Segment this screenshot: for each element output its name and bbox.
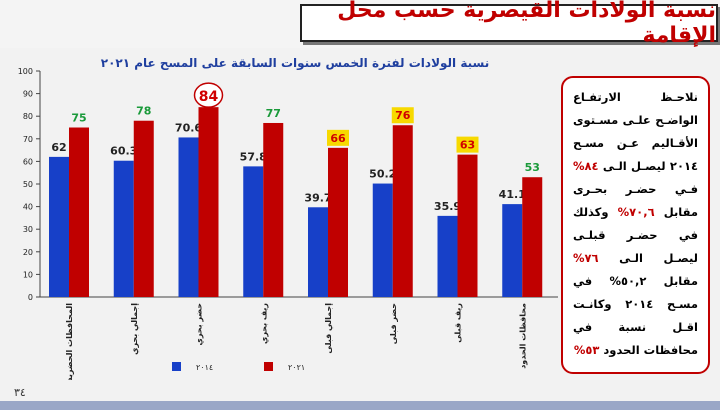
y-tick-label: 60 <box>23 157 33 166</box>
notes-text-2: فـي حضـر بحـرى مقابل <box>573 182 698 219</box>
y-tick-label: 40 <box>23 203 33 212</box>
legend-swatch <box>264 362 273 371</box>
notes-highlight-4: ٥٣% <box>573 343 600 357</box>
data-label-2014: 62 <box>51 141 66 154</box>
y-tick-label: 70 <box>23 135 33 144</box>
notes-highlight-3: ٧٦% <box>573 251 599 265</box>
data-label-2021: 84 <box>199 89 219 105</box>
category-label: ريف بحري <box>259 303 268 344</box>
y-tick-label: 50 <box>23 180 33 189</box>
bar-2014 <box>178 137 199 297</box>
slide-title: نسبة الولادات القيصرية حسب محل الإقامة <box>300 0 718 48</box>
data-label-2014: 41.1 <box>499 188 526 201</box>
notes-highlight-2: ٧٠,٦% <box>617 205 655 219</box>
notes-text-4: مقابل ٥٠,٢% في مسـح ٢٠١٤ وكانـت اقـل نسب… <box>573 274 698 357</box>
bar-2014 <box>437 215 458 297</box>
y-tick-label: 30 <box>23 225 33 234</box>
bar-2021 <box>522 177 543 297</box>
y-tick-label: 10 <box>23 270 33 279</box>
data-label-highlight-box <box>391 107 414 124</box>
chart-title: نسبة الولادات لفترة الخمس سنوات السابقة … <box>100 56 490 70</box>
y-tick-label: 20 <box>23 248 33 257</box>
bar-2021 <box>457 154 478 297</box>
bar-2021 <box>198 107 219 297</box>
bar-2021 <box>69 127 89 297</box>
bar-2021 <box>392 125 413 298</box>
data-label-2014: 60.3 <box>110 145 137 158</box>
bar-2014 <box>49 156 69 297</box>
data-label-2021: 53 <box>525 161 540 174</box>
y-tick-label: 0 <box>28 293 33 302</box>
data-label-2014: 70.6 <box>175 121 202 134</box>
data-label-2021: 77 <box>266 107 281 120</box>
category-label: إجمالي بحري <box>130 303 139 355</box>
notes-highlight-1: ٨٤% <box>573 159 599 173</box>
data-label-2014: 39.7 <box>304 191 331 204</box>
data-label-2021: 78 <box>136 105 151 118</box>
notes-text-1: نلاحـظ الارتفـاع الواضـح علـى مسـتوى الأ… <box>573 90 698 173</box>
bar-2014 <box>113 160 134 297</box>
bottom-rule <box>0 401 720 410</box>
data-label-highlight-box <box>327 129 349 146</box>
legend-label: ٢٠٢١ <box>288 363 305 372</box>
page-number: ٣٤ <box>14 386 26 399</box>
bar-2021 <box>133 120 154 297</box>
bar-2014 <box>243 166 264 297</box>
bar-chart: 0 10 20 30 40 50 60 70 80 90 100 62 75 المحافظات الحض… <box>18 67 558 380</box>
notes-box: نلاحـظ الارتفـاع الواضـح علـى مسـتوى الأ… <box>561 76 710 374</box>
bar-2021 <box>263 122 284 297</box>
data-label-2021: 63 <box>460 139 475 152</box>
y-tick-label: 80 <box>23 112 33 121</box>
data-label-2021: 75 <box>71 112 86 125</box>
legend-swatch <box>172 362 181 371</box>
data-label-2014: 50.2 <box>369 168 396 181</box>
bar-2014 <box>308 207 328 297</box>
category-label: المحافظات الحضرية <box>65 303 74 380</box>
notes-text-3: وكذلك في حضـر قبلـى ليصـل الـى <box>573 205 698 265</box>
bar-2014 <box>502 204 523 297</box>
legend-label: ٢٠١٤ <box>196 363 213 372</box>
data-label-2021: 76 <box>395 109 411 122</box>
category-label: حضر بحري <box>195 303 204 346</box>
category-label: إجمالي قبلى <box>324 303 333 354</box>
category-label: حضر قبلى <box>389 303 398 345</box>
data-label-2014: 35.9 <box>434 200 461 213</box>
bar-2021 <box>328 147 348 297</box>
y-tick-label: 100 <box>18 67 33 76</box>
bar-2014 <box>372 183 393 297</box>
data-label-2014: 57.8 <box>240 150 267 163</box>
category-label: محافظات الحدود <box>518 303 527 369</box>
data-label-highlight-box <box>456 136 479 153</box>
y-tick-label: 90 <box>23 90 33 99</box>
category-label: ريف قبلى <box>454 303 463 343</box>
data-label-circle <box>193 82 224 108</box>
data-label-2021: 66 <box>330 132 346 145</box>
